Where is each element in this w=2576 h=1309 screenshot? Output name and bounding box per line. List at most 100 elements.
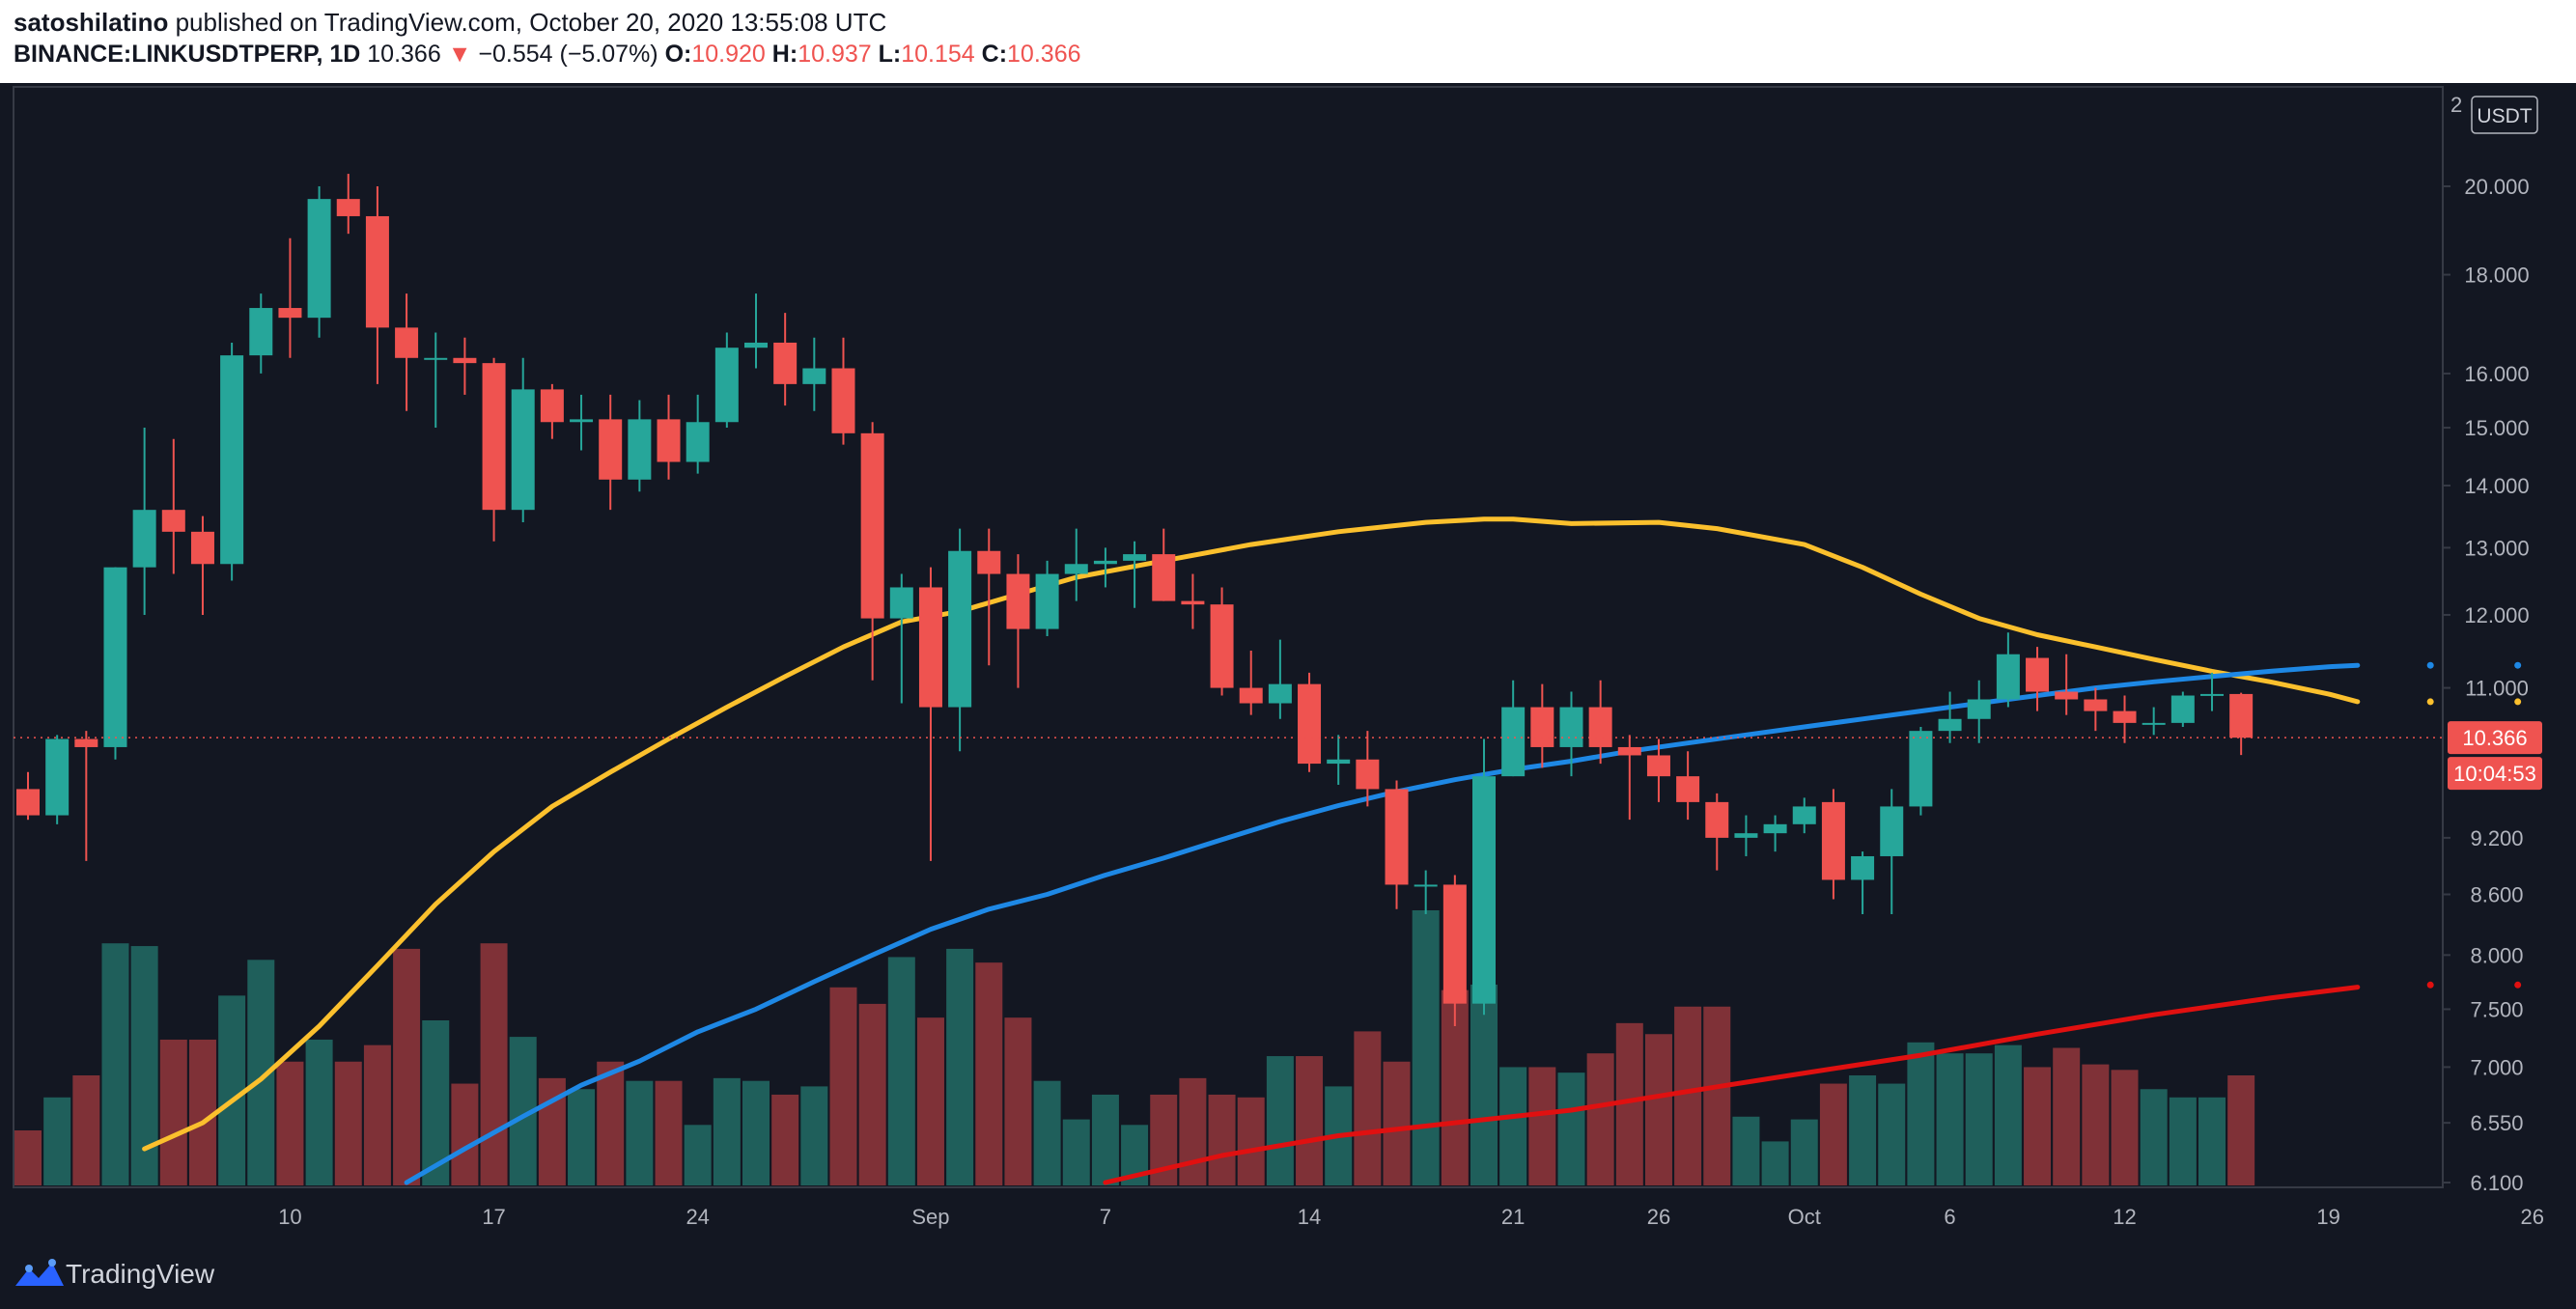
projection-dot [2426, 698, 2434, 706]
publisher-name[interactable]: satoshilatino [14, 8, 169, 37]
candle-body [889, 587, 913, 619]
volume-bar [2198, 1097, 2226, 1185]
low-label: L: [878, 41, 902, 68]
candle-body [860, 432, 884, 619]
volume-bar [916, 1017, 944, 1185]
moving-average-line [142, 516, 2361, 1152]
volume-bar [1732, 1116, 1760, 1185]
candle [1442, 875, 1467, 1026]
projection-dot [2514, 661, 2522, 669]
price-tick-label: 14.000 [2464, 474, 2529, 498]
candle [1617, 735, 1641, 821]
candle-body [249, 308, 273, 356]
candle [365, 186, 389, 384]
footer: TradingView [0, 1239, 2576, 1309]
down-arrow-icon: ▼ [447, 41, 472, 68]
candle [1763, 815, 1787, 852]
tradingview-wordmark[interactable]: TradingView [66, 1259, 215, 1289]
candle [74, 731, 98, 861]
volume-bar [1237, 1097, 1265, 1185]
volume-bar [1062, 1119, 1090, 1185]
price-tick-label: 6.100 [2470, 1171, 2523, 1195]
time-axis[interactable]: 10 17 24 Sep 7 14 21 26 Oct 6 12 19 26 [278, 1205, 2544, 1229]
candle-body [132, 510, 156, 568]
candle-body [1064, 564, 1088, 574]
volume-bar [363, 1044, 391, 1185]
candle-body [1181, 600, 1205, 605]
candle [744, 293, 768, 369]
volume-bar [1703, 1006, 1731, 1185]
open-label: O: [664, 41, 692, 68]
volume-bar [1412, 910, 1440, 1185]
candles[interactable] [16, 174, 2254, 1026]
countdown-badge-bg [2448, 757, 2542, 791]
candle [1851, 851, 1875, 914]
candle-body [570, 419, 594, 423]
currency-button[interactable] [2471, 96, 2538, 134]
candle-body [1472, 776, 1496, 1004]
candle [1181, 573, 1205, 629]
candle [657, 394, 681, 480]
candle-body [395, 327, 419, 358]
volume-bar [1994, 1044, 2022, 1185]
candle-body [686, 422, 710, 462]
candle [1210, 587, 1234, 696]
candle-body [599, 419, 623, 480]
volume-bar [218, 995, 246, 1185]
volume-bar [800, 1086, 828, 1185]
candle-body [511, 389, 535, 511]
volume-bar [1354, 1031, 1382, 1185]
volume-bar [393, 948, 421, 1185]
volume-bar [2169, 1097, 2197, 1185]
volume-bar [480, 943, 508, 1185]
candle-body [278, 308, 302, 319]
candle [1501, 680, 1526, 777]
volume-bar [829, 987, 857, 1185]
candle-body [1327, 759, 1351, 765]
volume-bar [1878, 1083, 1906, 1185]
volume-bar [1674, 1006, 1702, 1185]
price-axis[interactable]: 20.000 18.000 16.000 15.000 14.000 13.000 12.0… [2443, 175, 2530, 1195]
candle-body [1356, 759, 1380, 790]
volume-bar [2082, 1064, 2110, 1185]
volume-bar [276, 1061, 304, 1185]
price-chart[interactable]: 20.000 18.000 16.000 15.000 14.000 13.000 12.0… [0, 83, 2576, 1239]
volume-bar [858, 1003, 886, 1185]
candle-body [1210, 604, 1234, 688]
candle [2200, 672, 2224, 711]
symbol-title[interactable]: BINANCE:LINKUSDTPERP, 1D [14, 41, 361, 68]
price-change: −0.554 (−5.07%) [478, 41, 658, 68]
candle [1239, 650, 1263, 715]
candle [860, 422, 884, 681]
candle-body [1938, 718, 1962, 732]
candle-body [365, 215, 389, 328]
candle-body [16, 789, 40, 816]
volume-bar [1208, 1094, 1236, 1185]
candle [714, 332, 739, 429]
candle-body [1967, 699, 1991, 719]
candle-body [540, 389, 564, 423]
candle [1298, 672, 1322, 772]
candle-body [1035, 573, 1059, 629]
time-tick-label: 12 [2113, 1205, 2136, 1229]
price-tick-label: 8.600 [2470, 882, 2523, 906]
candle [802, 337, 826, 411]
candle [1064, 528, 1088, 601]
volume-bar [72, 1075, 100, 1185]
candle-body [2084, 699, 2108, 711]
projection-dot [2514, 981, 2522, 989]
symbol-legend: BINANCE:LINKUSDTPERP, 1D 10.366 ▼ −0.554… [14, 41, 1081, 69]
candle [1676, 751, 1700, 821]
candle-body [220, 355, 244, 565]
candle-body [1705, 801, 1729, 838]
chart-area[interactable]: 20.000 18.000 16.000 15.000 14.000 13.000 12.0… [0, 83, 2576, 1239]
candle [2142, 707, 2166, 736]
tradingview-logo-icon[interactable] [14, 1257, 66, 1292]
candle-body [714, 348, 739, 423]
candle-body [1880, 806, 1904, 856]
candle [2229, 692, 2254, 756]
candle [1093, 547, 1117, 588]
candle [1909, 727, 1933, 816]
candle [161, 438, 185, 574]
candle [2170, 691, 2195, 728]
